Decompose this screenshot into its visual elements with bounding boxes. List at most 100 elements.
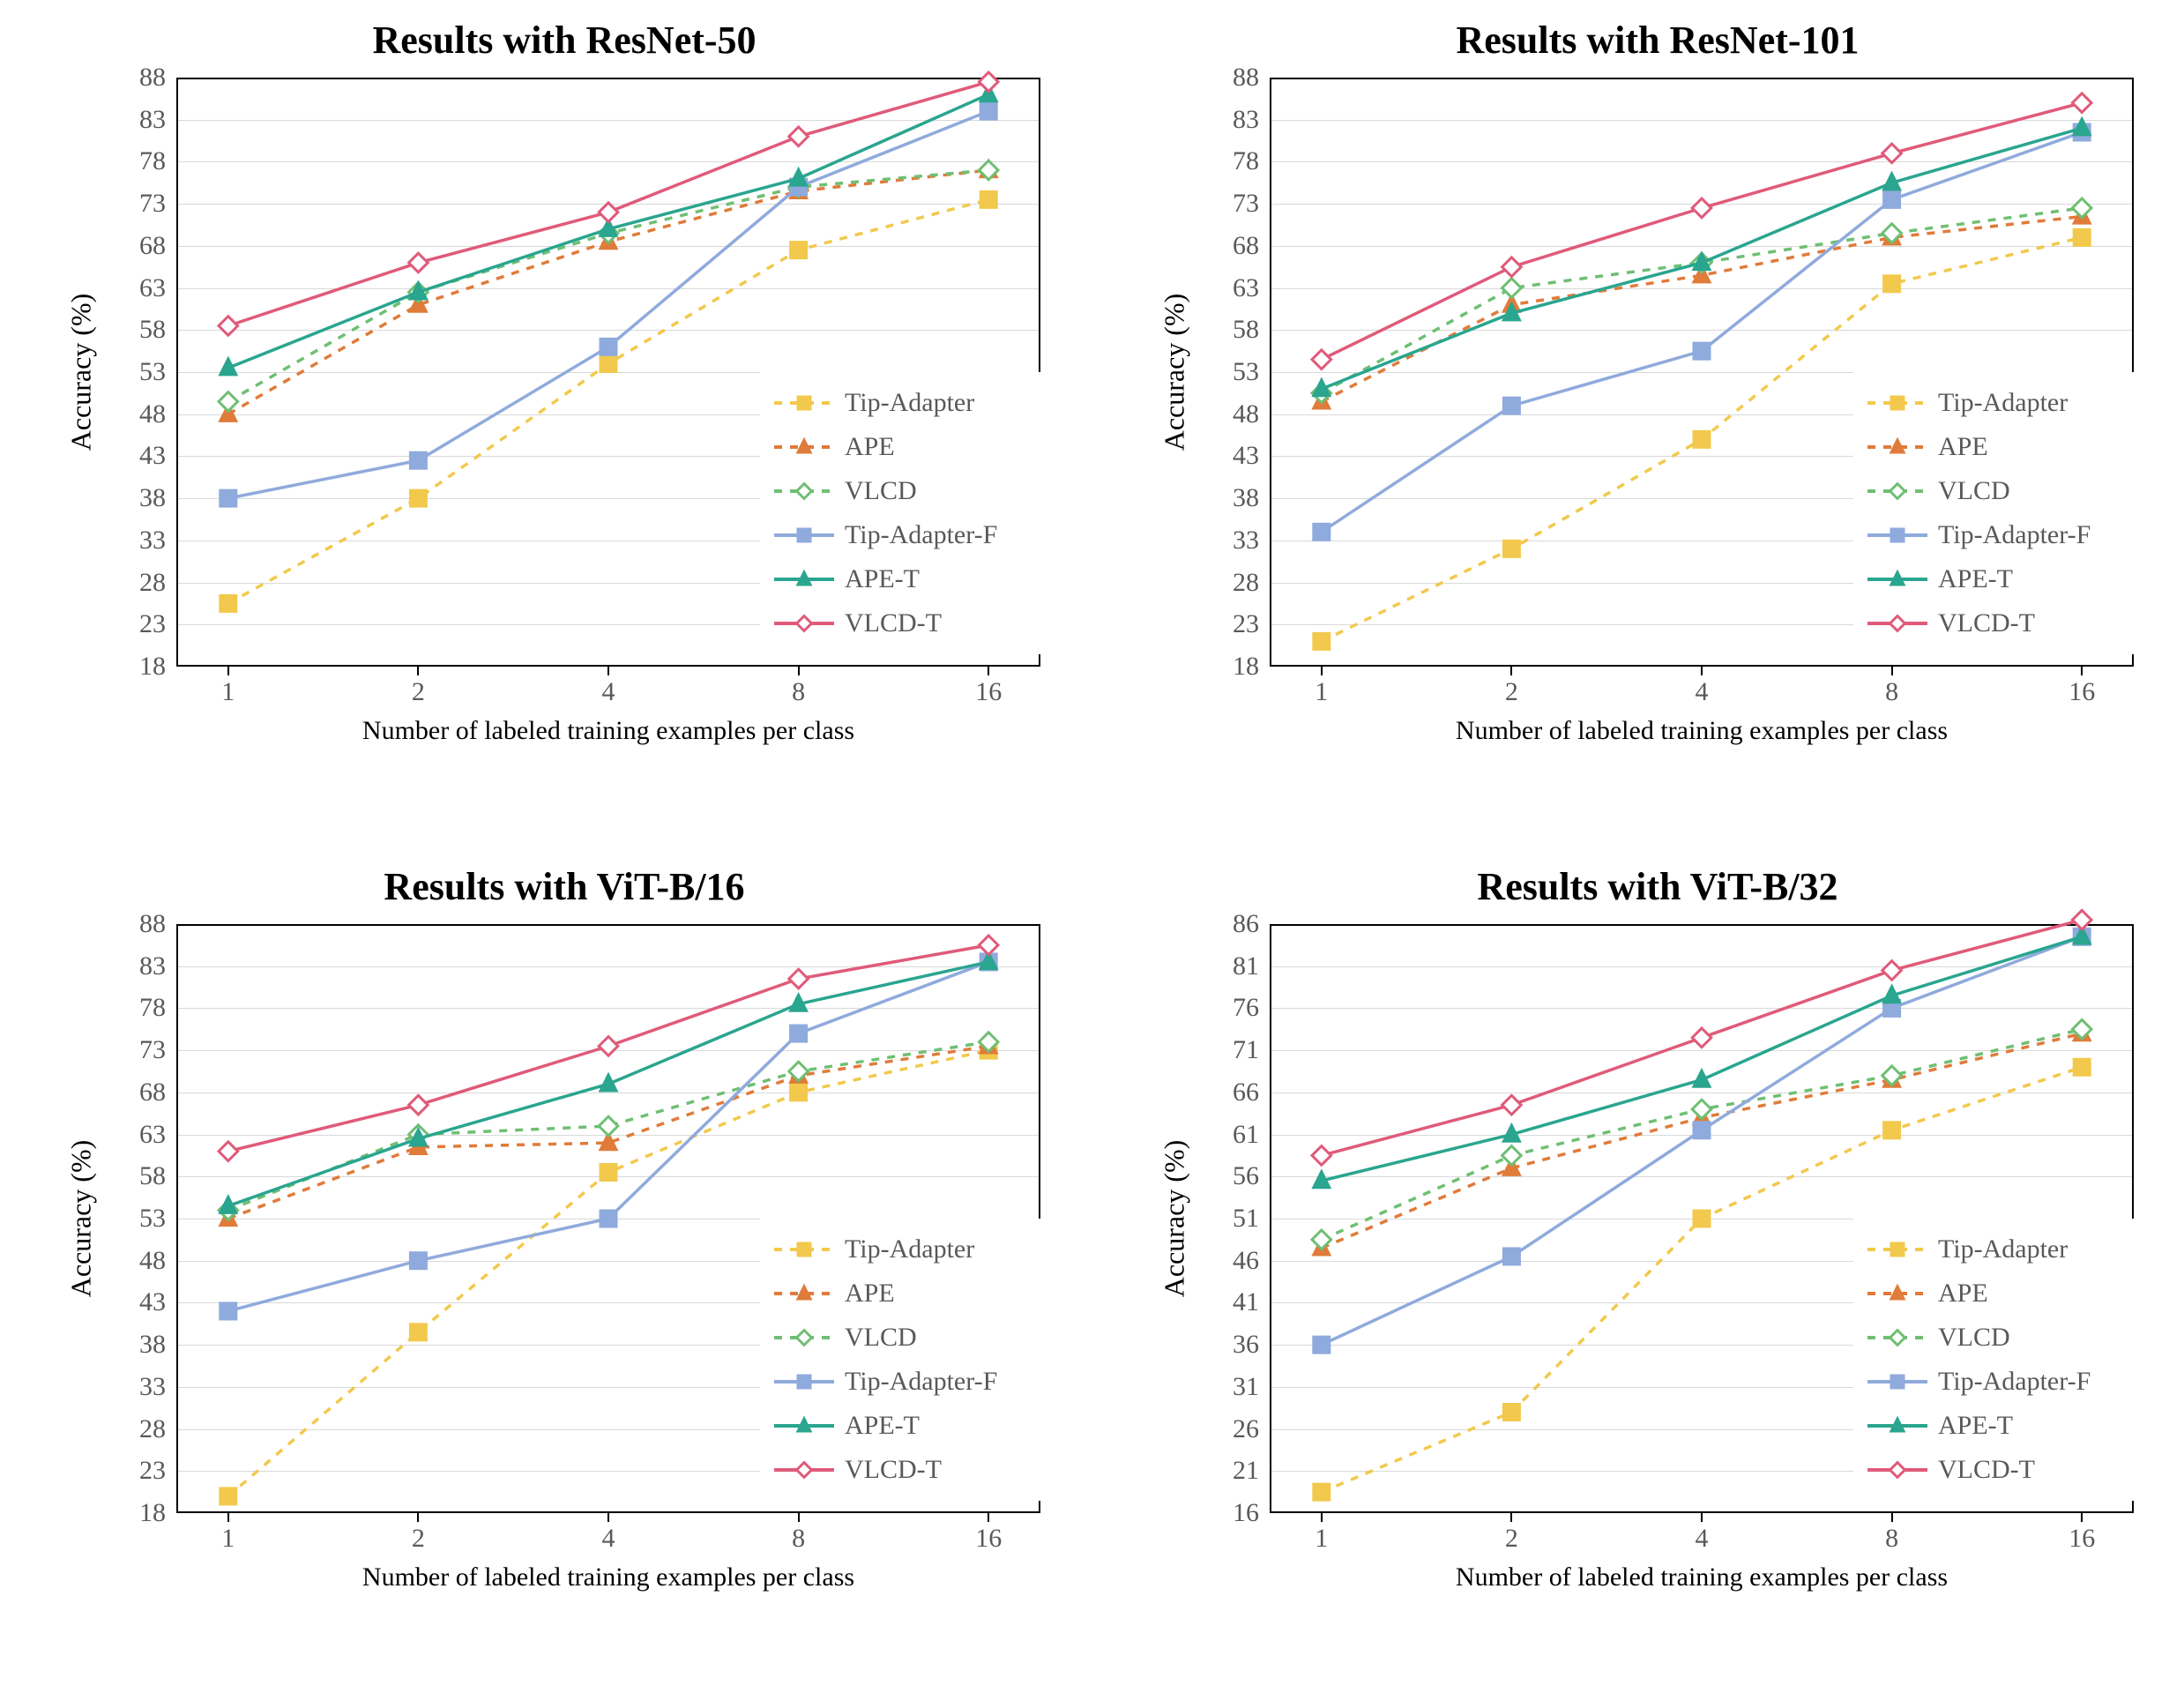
- xtick-label: 8: [1885, 1524, 1898, 1554]
- legend-label: Tip-Adapter: [845, 1234, 974, 1264]
- ytick-label: 23: [1233, 609, 1259, 639]
- legend-swatch-icon: [772, 481, 836, 502]
- figure-grid: Results with ResNet-50182328333843485358…: [0, 0, 2184, 1693]
- ytick-label: 26: [1233, 1414, 1259, 1444]
- legend-item-ape_t: APE-T: [772, 1404, 1037, 1448]
- ytick-label: 83: [139, 951, 166, 981]
- legend-item-ape_t: APE-T: [772, 557, 1037, 601]
- ytick-label: 21: [1233, 1456, 1259, 1486]
- legend-item-tip_adapter: Tip-Adapter: [1866, 381, 2130, 425]
- ytick-label: 58: [1233, 315, 1259, 345]
- legend-swatch-icon: [772, 613, 836, 634]
- legend-label: Tip-Adapter-F: [845, 520, 997, 550]
- legend-item-ape_t: APE-T: [1866, 557, 2130, 601]
- legend-label: APE: [845, 432, 895, 462]
- legend-label: VLCD: [845, 476, 917, 506]
- legend-label: Tip-Adapter: [1938, 1234, 2068, 1264]
- chart-title: Results with ViT-B/16: [53, 864, 1076, 909]
- legend-swatch-icon: [1866, 1283, 1929, 1304]
- ytick-label: 33: [1233, 526, 1259, 556]
- plot-area: 162126313641465156616671768186124816Tip-…: [1270, 924, 2134, 1513]
- legend-swatch-icon: [1866, 613, 1929, 634]
- legend-swatch-icon: [1866, 525, 1929, 546]
- xtick-label: 1: [1315, 1524, 1328, 1554]
- xtick-label: 16: [975, 1524, 1002, 1554]
- ytick-label: 63: [139, 273, 166, 303]
- legend-item-ape: APE: [1866, 425, 2130, 469]
- chart-title: Results with ResNet-50: [53, 18, 1076, 63]
- legend-item-vlcd_t: VLCD-T: [1866, 601, 2130, 645]
- xtick: [2081, 667, 2083, 675]
- ytick-label: 38: [139, 483, 166, 513]
- x-axis-label: Number of labeled training examples per …: [176, 716, 1040, 746]
- ytick-label: 78: [139, 993, 166, 1023]
- legend-item-vlcd: VLCD: [1866, 1316, 2130, 1360]
- legend-swatch-icon: [772, 1239, 836, 1260]
- panel-resnet101: Results with ResNet-10118232833384348535…: [1146, 18, 2169, 811]
- legend-label: VLCD: [1938, 1323, 2010, 1353]
- ytick-label: 28: [139, 1414, 166, 1444]
- legend-label: VLCD-T: [845, 1455, 942, 1485]
- legend-swatch-icon: [1866, 436, 1929, 458]
- legend: Tip-Adapter APE VLCD Tip-Adapter-F APE-T VLCD…: [760, 1219, 1049, 1501]
- legend-label: VLCD-T: [1938, 1455, 2035, 1485]
- xtick-label: 8: [1885, 677, 1898, 707]
- xtick-label: 4: [602, 677, 615, 707]
- legend-item-vlcd: VLCD: [772, 1316, 1037, 1360]
- ytick-label: 38: [139, 1330, 166, 1360]
- ytick-label: 36: [1233, 1330, 1259, 1360]
- xtick: [1510, 1513, 1512, 1522]
- xtick: [607, 1513, 609, 1522]
- legend-swatch-icon: [772, 1371, 836, 1392]
- xtick: [988, 1513, 989, 1522]
- xtick-label: 8: [792, 1524, 805, 1554]
- xtick-label: 4: [1696, 677, 1709, 707]
- xtick: [798, 1513, 800, 1522]
- legend-swatch-icon: [772, 392, 836, 414]
- legend-item-ape_t: APE-T: [1866, 1404, 2130, 1448]
- ytick-label: 28: [139, 568, 166, 598]
- legend-label: APE: [1938, 1279, 1988, 1309]
- panel-resnet50: Results with ResNet-50182328333843485358…: [53, 18, 1076, 811]
- legend-label: APE: [1938, 432, 1988, 462]
- ytick-label: 23: [139, 609, 166, 639]
- ytick-label: 58: [139, 315, 166, 345]
- xtick-label: 2: [1505, 1524, 1518, 1554]
- ytick-label: 58: [139, 1161, 166, 1191]
- ytick-label: 88: [1233, 63, 1259, 93]
- legend-swatch-icon: [772, 1459, 836, 1480]
- legend-swatch-icon: [1866, 1459, 1929, 1480]
- legend-label: Tip-Adapter-F: [845, 1367, 997, 1397]
- ytick-label: 73: [1233, 189, 1259, 219]
- chart-title: Results with ViT-B/32: [1146, 864, 2169, 909]
- xtick: [227, 667, 229, 675]
- legend-item-tip_adapter_f: Tip-Adapter-F: [1866, 1360, 2130, 1404]
- ytick-label: 83: [1233, 105, 1259, 135]
- ytick-label: 63: [1233, 273, 1259, 303]
- legend-label: APE: [845, 1279, 895, 1309]
- ytick-label: 68: [139, 231, 166, 261]
- y-axis-label: Accuracy (%): [1159, 1140, 1191, 1298]
- legend-swatch-icon: [1866, 1415, 1929, 1436]
- ytick-label: 33: [139, 1372, 166, 1402]
- legend-label: APE-T: [1938, 564, 2013, 594]
- xtick: [417, 1513, 419, 1522]
- ytick-label: 53: [139, 357, 166, 387]
- y-axis-label: Accuracy (%): [1159, 294, 1191, 451]
- xtick-label: 16: [975, 677, 1002, 707]
- legend-item-tip_adapter: Tip-Adapter: [772, 1227, 1037, 1272]
- legend-label: VLCD-T: [845, 608, 942, 638]
- legend-label: APE-T: [1938, 1411, 2013, 1441]
- ytick-label: 88: [139, 909, 166, 939]
- xtick-label: 2: [412, 1524, 425, 1554]
- legend-label: APE-T: [845, 564, 920, 594]
- xtick: [988, 667, 989, 675]
- ytick-label: 63: [139, 1120, 166, 1150]
- ytick-label: 88: [139, 63, 166, 93]
- ytick-label: 38: [1233, 483, 1259, 513]
- xtick: [1510, 667, 1512, 675]
- xtick-label: 16: [2068, 1524, 2095, 1554]
- legend-swatch-icon: [1866, 1327, 1929, 1348]
- legend-item-ape: APE: [772, 425, 1037, 469]
- ytick-label: 78: [1233, 146, 1259, 176]
